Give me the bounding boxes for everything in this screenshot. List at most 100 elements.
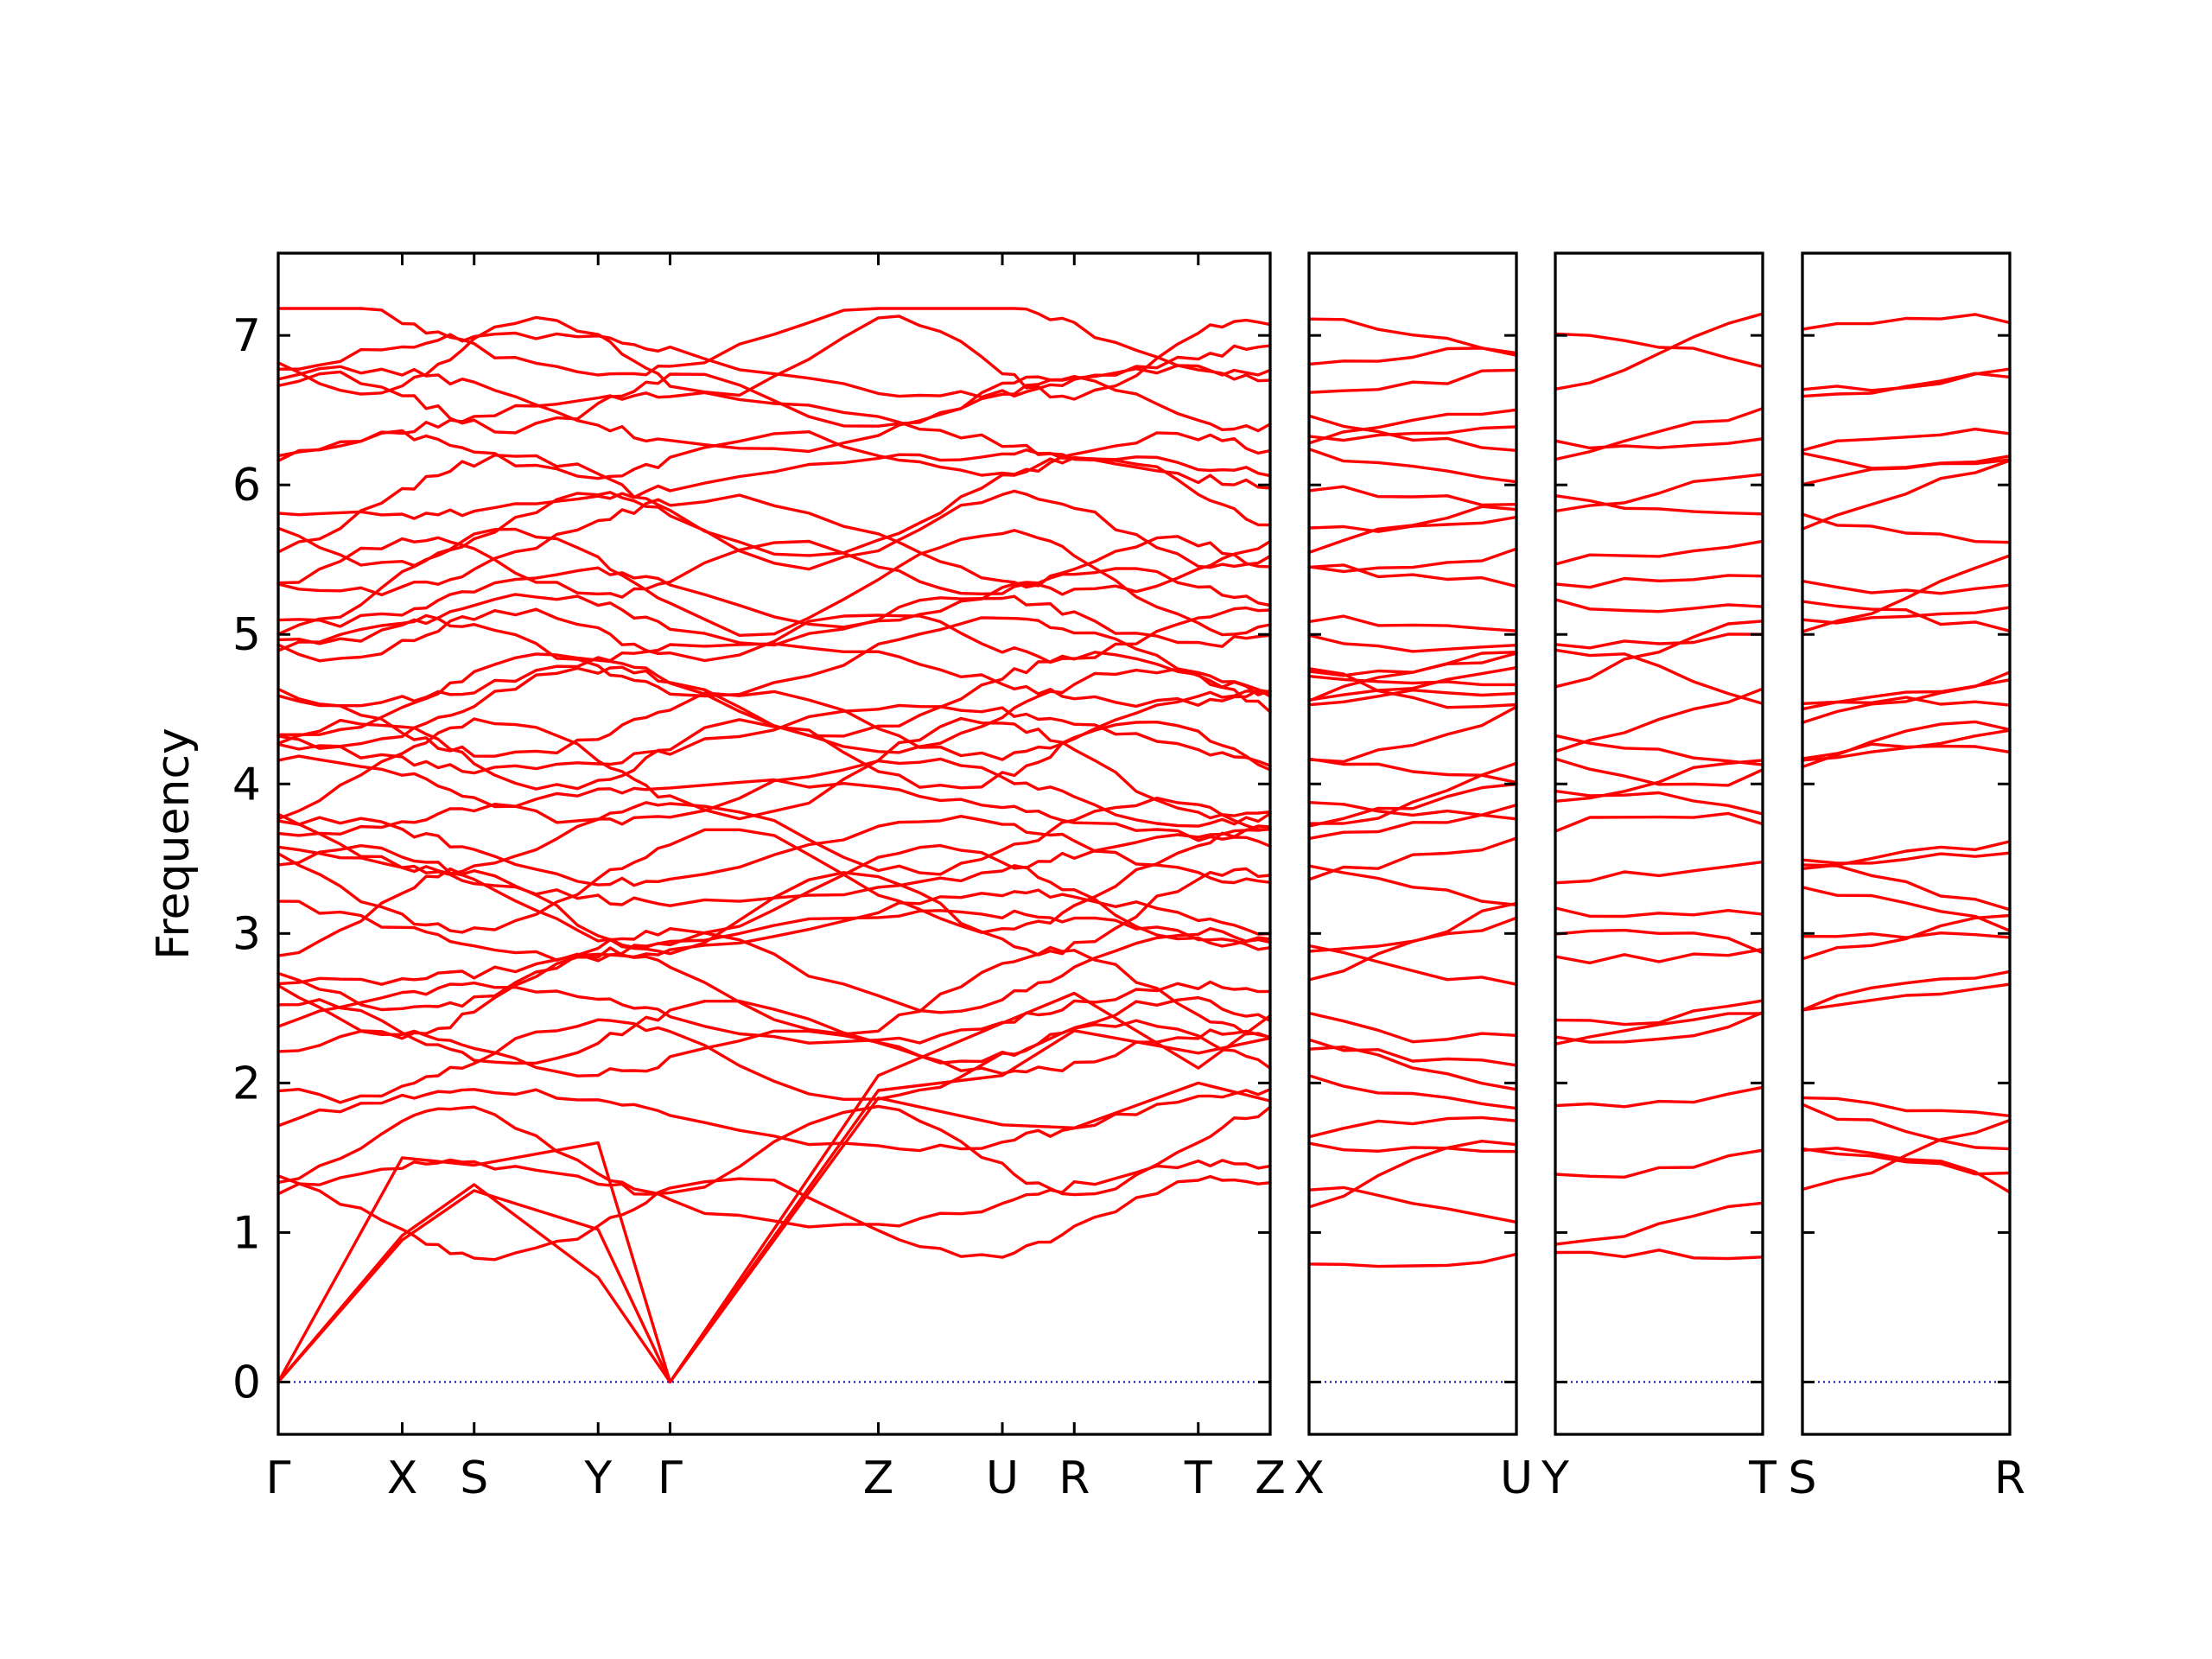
phonon-band — [1554, 332, 1764, 368]
phonon-band — [276, 980, 1272, 1045]
phonon-band — [276, 527, 1272, 637]
phonon-band — [276, 489, 1272, 571]
x-tick-label: Γ — [266, 1452, 291, 1504]
x-tick-label: Y — [583, 1452, 612, 1504]
phonon-band — [1554, 574, 1764, 589]
phonon-band — [1307, 864, 1518, 906]
phonon-band — [276, 307, 1272, 377]
acoustic-band — [276, 1081, 1272, 1384]
phonon-band — [276, 448, 1272, 520]
phonon-band — [276, 716, 1272, 821]
phonon-band — [1801, 600, 2012, 632]
phonon-band — [1307, 1046, 1518, 1091]
phonon-band — [276, 796, 1272, 876]
phonon-band — [1554, 632, 1764, 650]
phonon-band — [1307, 346, 1518, 366]
phonon-band — [1801, 671, 2012, 724]
y-tick-label: 2 — [232, 1058, 261, 1109]
phonon-band — [1801, 931, 2012, 939]
phonon-band — [1554, 598, 1764, 613]
phonon-band — [1554, 1012, 1764, 1046]
phonon-band — [1554, 312, 1764, 391]
phonon-band — [1801, 1147, 2012, 1194]
phonon-band — [276, 391, 1272, 490]
phonon-band — [1801, 427, 2012, 452]
phonon-band — [1554, 759, 1764, 803]
phonon-band — [1554, 734, 1764, 766]
x-tick-label: Y — [1541, 1452, 1569, 1504]
y-tick-label: 0 — [232, 1357, 261, 1408]
phonon-band — [276, 888, 1272, 963]
phonon-band — [1554, 1249, 1764, 1261]
phonon-band — [1801, 913, 2012, 961]
x-tick-label: R — [1994, 1452, 2025, 1504]
x-tick-label: U — [986, 1452, 1019, 1504]
x-tick-label: R — [1058, 1452, 1090, 1504]
phonon-band — [1554, 437, 1764, 450]
x-tick-label: Z — [1255, 1452, 1286, 1504]
phonon-band — [276, 429, 1272, 480]
phonon-band — [276, 926, 1272, 1014]
phonon-band — [1554, 1148, 1764, 1179]
phonon-band — [1801, 886, 2012, 932]
phonon-band — [1554, 494, 1764, 516]
phonon-band — [1554, 928, 1764, 955]
phonon-band — [1801, 720, 2012, 769]
phonon-band — [276, 1104, 1272, 1197]
phonon-band — [1307, 689, 1518, 707]
phonon-band — [276, 535, 1272, 599]
phonon-band — [276, 566, 1272, 629]
phonon-band — [1307, 414, 1518, 452]
panel-frame — [276, 251, 1272, 1436]
phonon-band — [1307, 425, 1518, 442]
y-tick-label: 6 — [232, 460, 261, 512]
x-tick-label: X — [387, 1452, 418, 1504]
x-tick-label: U — [1500, 1452, 1533, 1504]
phonon-band — [1801, 1103, 2012, 1151]
x-tick-label: X — [1294, 1452, 1325, 1504]
phonon-band — [1307, 317, 1518, 357]
phonon-band — [276, 754, 1272, 828]
phonon-band — [1307, 1011, 1518, 1044]
phonon-band — [1307, 1074, 1518, 1110]
phonon-band — [276, 945, 1272, 1040]
y-tick-label: 4 — [232, 759, 261, 810]
phonon-band — [1554, 620, 1764, 689]
phonon-band — [1554, 648, 1764, 705]
phonon-band — [276, 909, 1272, 986]
phonon-band — [1307, 782, 1518, 828]
phonon-band — [276, 606, 1272, 664]
x-tick-label: S — [460, 1452, 488, 1504]
phonon-band — [276, 815, 1272, 887]
phonon-band — [1307, 757, 1518, 785]
phonon-band — [1307, 485, 1518, 507]
phonon-band — [1801, 1147, 2012, 1176]
phonon-band — [1554, 906, 1764, 918]
x-tick-label: Z — [863, 1452, 894, 1504]
phonon-band — [276, 593, 1272, 648]
phonon-band — [1307, 674, 1518, 687]
phonon-band — [276, 1018, 1272, 1104]
panel-frame — [1801, 251, 2012, 1436]
phonon-band — [1801, 851, 2012, 865]
phonon-band — [1801, 982, 2012, 1012]
phonon-band — [1307, 836, 1518, 881]
phonon-band — [1307, 633, 1518, 653]
phonon-band — [1307, 448, 1518, 484]
phonon-band — [1554, 1201, 1764, 1246]
phonon-band — [1307, 1252, 1518, 1268]
phonon-band — [1554, 860, 1764, 885]
phonon-band — [1307, 705, 1518, 764]
phonon-band — [276, 370, 1272, 435]
phonon-band — [1307, 666, 1518, 702]
phonon-band — [1307, 1038, 1518, 1067]
phonon-band — [1307, 801, 1518, 821]
phonon-band — [1554, 947, 1764, 965]
phonon-band — [1554, 407, 1764, 461]
y-tick-label: 3 — [232, 908, 261, 960]
phonon-band — [1554, 539, 1764, 566]
x-tick-label: Γ — [658, 1452, 683, 1504]
phonon-band — [1554, 789, 1764, 816]
